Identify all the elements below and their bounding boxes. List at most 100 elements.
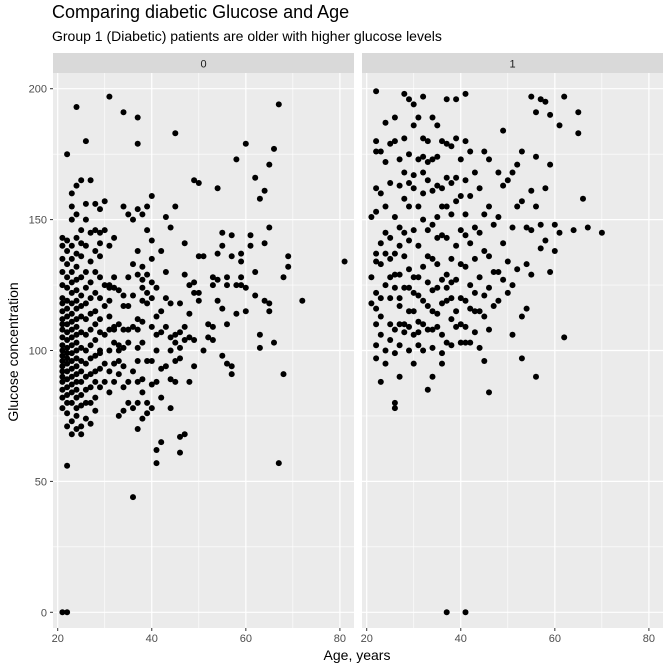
data-point [73, 386, 80, 393]
data-point [415, 156, 422, 163]
data-point [200, 253, 207, 260]
data-point [547, 269, 554, 275]
data-point [82, 373, 89, 380]
data-point [162, 269, 169, 275]
data-point [439, 203, 445, 210]
data-point [59, 316, 66, 323]
data-point [78, 402, 85, 409]
data-point [87, 258, 94, 265]
data-point [481, 313, 488, 320]
data-point [391, 399, 398, 406]
data-point [144, 410, 151, 417]
data-point [401, 195, 408, 202]
data-point [509, 224, 516, 231]
data-point [584, 224, 591, 231]
facet-panel-1: 1 20 40 60 80 [361, 53, 663, 645]
data-point [130, 494, 136, 501]
y-tick-label: 0 [41, 607, 47, 619]
data-point [238, 274, 245, 281]
data-point [547, 161, 554, 168]
data-point [73, 297, 80, 304]
data-point [82, 331, 89, 338]
data-point [495, 169, 502, 176]
data-point [453, 135, 460, 142]
data-point [139, 318, 146, 325]
chart-subtitle: Group 1 (Diabetic) patients are older wi… [52, 28, 442, 44]
data-point [68, 318, 75, 325]
data-point [391, 114, 398, 121]
data-point [134, 426, 141, 432]
data-point [97, 274, 103, 281]
data-point [424, 326, 431, 333]
data-point [64, 384, 71, 391]
y-tick-label: 100 [29, 346, 47, 358]
data-point [457, 295, 464, 302]
data-point [120, 203, 127, 210]
data-point [443, 271, 450, 278]
data-point [471, 255, 478, 262]
data-point [120, 303, 127, 309]
data-point [368, 214, 375, 220]
data-point [266, 300, 273, 307]
data-point [377, 261, 384, 268]
data-point [420, 263, 427, 270]
data-point [523, 224, 530, 231]
data-point [528, 93, 535, 100]
data-point [406, 203, 412, 210]
y-axis: 0 50 100 150 200 [29, 84, 53, 619]
data-point [205, 321, 212, 328]
data-point [68, 269, 75, 275]
data-point [130, 405, 136, 412]
data-point [106, 297, 113, 304]
data-point [457, 156, 464, 163]
data-point [247, 232, 254, 239]
data-point [280, 274, 287, 281]
data-point [434, 234, 441, 241]
data-point [59, 394, 66, 401]
y-tick-label: 200 [29, 84, 47, 96]
data-point [111, 378, 118, 385]
data-point [471, 329, 478, 336]
data-point [106, 242, 113, 249]
data-point [125, 303, 132, 309]
data-point [391, 214, 398, 220]
data-point [186, 334, 193, 341]
data-point [406, 323, 412, 330]
data-point [424, 159, 431, 165]
data-point [401, 284, 408, 291]
data-point [266, 308, 273, 315]
data-point [415, 329, 422, 336]
data-point [101, 360, 108, 367]
data-point [172, 203, 179, 210]
data-point [82, 269, 89, 275]
data-point [467, 193, 474, 199]
data-point [533, 373, 539, 380]
data-point [373, 208, 380, 215]
data-point [533, 153, 539, 160]
data-point [59, 358, 66, 364]
data-point [59, 342, 66, 349]
data-point [134, 378, 141, 385]
data-point [504, 177, 511, 184]
data-point [106, 368, 113, 375]
data-point [181, 240, 188, 247]
data-point [523, 305, 530, 312]
data-point [68, 399, 75, 406]
data-point [387, 295, 394, 302]
data-point [429, 373, 436, 380]
data-point [219, 305, 226, 312]
data-point [97, 316, 103, 323]
data-point [570, 227, 577, 234]
data-point [177, 329, 183, 336]
data-point [542, 237, 549, 244]
data-point [205, 334, 212, 341]
data-point [396, 224, 403, 231]
data-point [443, 284, 450, 291]
data-point [453, 308, 460, 315]
data-point [406, 151, 412, 158]
data-point [68, 373, 75, 380]
data-point [396, 303, 403, 309]
data-point [299, 297, 306, 304]
data-point [424, 138, 431, 145]
data-point [420, 216, 427, 223]
